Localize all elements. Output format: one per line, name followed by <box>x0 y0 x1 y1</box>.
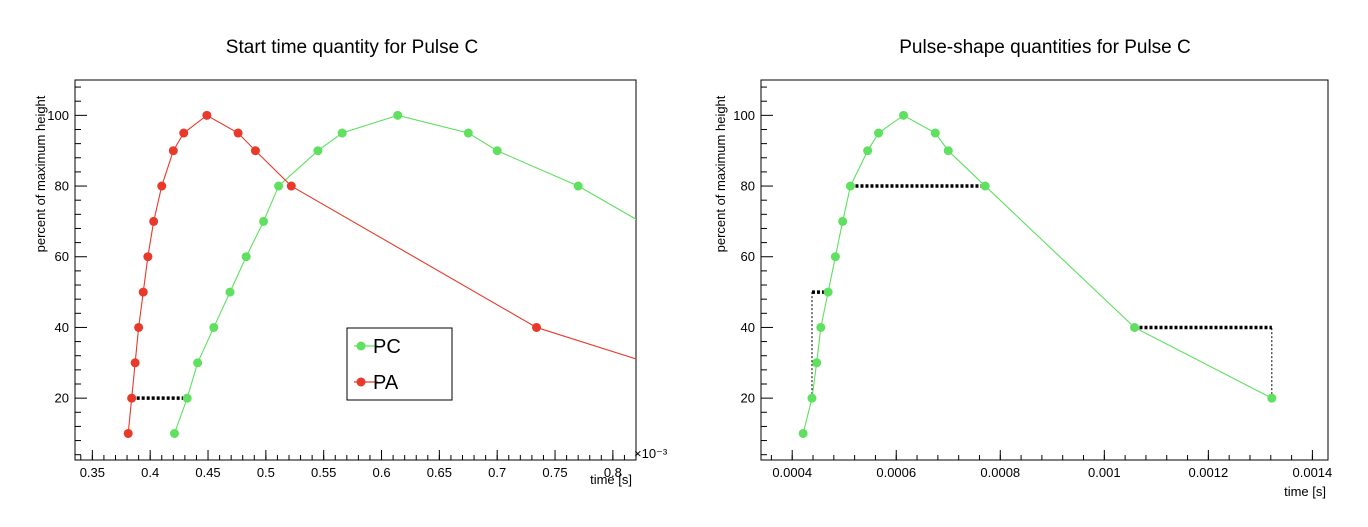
x-tick-label: 0.35 <box>80 465 105 480</box>
data-point-pa <box>532 322 542 332</box>
plot-frame <box>760 79 1329 461</box>
series-group <box>123 110 636 438</box>
data-point-pa <box>130 358 140 368</box>
data-point-pc <box>816 322 826 332</box>
data-point-pc <box>980 181 990 191</box>
y-tick-label: 80 <box>741 179 755 194</box>
data-point-pc <box>259 216 269 226</box>
data-point-pc <box>812 358 822 368</box>
x-tick-label: 0.7 <box>488 465 506 480</box>
data-point-pc <box>241 252 251 262</box>
data-point-pc <box>1267 393 1277 403</box>
x-tick-label: 0.0006 <box>876 465 916 480</box>
data-point-pc <box>807 393 817 403</box>
data-point-pa <box>123 428 133 438</box>
y-tick-label: 100 <box>47 108 69 123</box>
data-point-pa <box>286 181 296 191</box>
axis-ticks: 0.35 0.4 0.45 0.5 0.55 0.6 0.65 0.7 0.75 0.8 20 40 6… <box>47 86 637 480</box>
x-tick-label: 0.5 <box>257 465 275 480</box>
data-point-pa <box>138 287 148 297</box>
y-tick-label: 40 <box>55 320 69 335</box>
data-point-pc <box>830 252 840 262</box>
legend-box <box>346 327 453 401</box>
y-tick-label: 20 <box>55 391 69 406</box>
plot-frame <box>74 79 637 461</box>
data-point-pc <box>863 146 873 156</box>
data-point-pa <box>250 146 260 156</box>
y-axis-label: percent of maximum height <box>33 95 48 252</box>
x-tick-label: 0.75 <box>542 465 567 480</box>
data-point-pc <box>874 128 884 138</box>
y-tick-label: 80 <box>55 179 69 194</box>
data-point-pc <box>193 358 203 368</box>
annotations <box>811 184 1273 399</box>
data-point-pc <box>182 393 192 403</box>
series-group <box>798 110 1277 438</box>
data-point-pa <box>233 128 243 138</box>
legend: PC PA <box>346 327 453 401</box>
chart-title: Start time quantity for Pulse C <box>226 37 478 58</box>
x-axis-label: time [s] <box>1284 484 1326 499</box>
data-point-pc <box>845 181 855 191</box>
y-axis-label: percent of maximum height <box>713 95 728 252</box>
legend-pa-label: PA <box>373 372 399 394</box>
legend-pc-marker <box>356 341 366 351</box>
start-time-chart: Start time quantity for Pulse C 0.35 0.4 0… <box>33 37 668 487</box>
chart-title: Pulse-shape quantities for Pulse C <box>899 37 1191 58</box>
data-point-pc <box>823 287 833 297</box>
y-tick-label: 20 <box>741 391 755 406</box>
series-line-pc <box>802 114 1273 434</box>
x-tick-label: 0.8 <box>604 465 622 480</box>
x-exponent-label: ×10⁻³ <box>634 446 668 461</box>
x-tick-label: 0.45 <box>195 465 220 480</box>
data-point-pa <box>202 110 212 120</box>
x-tick-label: 0.6 <box>372 465 390 480</box>
data-point-pa <box>127 393 137 403</box>
legend-pa-marker <box>356 377 366 387</box>
x-tick-label: 0.001 <box>1088 465 1121 480</box>
data-point-pa <box>149 216 159 226</box>
y-tick-label: 60 <box>741 249 755 264</box>
data-point-pc <box>573 181 583 191</box>
data-point-pc <box>313 146 323 156</box>
y-tick-label: 40 <box>741 320 755 335</box>
data-point-pc <box>798 428 808 438</box>
data-point-pc <box>930 128 940 138</box>
series-line-pa <box>127 114 636 434</box>
x-tick-label: 0.0004 <box>772 465 812 480</box>
data-point-pc <box>169 428 179 438</box>
legend-pc-label: PC <box>373 336 401 358</box>
data-point-pc <box>1129 322 1139 332</box>
data-point-pc <box>899 110 909 120</box>
data-point-pc <box>337 128 347 138</box>
data-point-pc <box>943 146 953 156</box>
data-point-pa <box>179 128 189 138</box>
x-tick-label: 0.4 <box>141 465 159 480</box>
data-point-pa <box>134 322 144 332</box>
data-point-pc <box>393 110 403 120</box>
x-tick-label: 0.0008 <box>980 465 1020 480</box>
data-point-pc <box>225 287 235 297</box>
data-point-pa <box>157 181 167 191</box>
data-point-pc <box>838 216 848 226</box>
y-tick-label: 60 <box>55 249 69 264</box>
x-tick-label: 0.0014 <box>1293 465 1333 480</box>
data-point-pc <box>274 181 284 191</box>
data-point-pc <box>492 146 502 156</box>
pulse-shape-chart: Pulse-shape quantities for Pulse C 0.000… <box>713 37 1332 499</box>
data-point-pa <box>168 146 178 156</box>
x-tick-label: 0.0012 <box>1188 465 1228 480</box>
data-point-pc <box>209 322 219 332</box>
x-tick-label: 0.65 <box>427 465 452 480</box>
data-point-pa <box>143 252 153 262</box>
data-point-pc <box>463 128 473 138</box>
x-axis-label: time [s] <box>590 472 632 487</box>
x-tick-label: 0.55 <box>311 465 336 480</box>
axis-ticks: 0.0004 0.0006 0.0008 0.001 0.0012 0.0014 20 40 6… <box>733 86 1333 480</box>
y-tick-label: 100 <box>733 108 755 123</box>
